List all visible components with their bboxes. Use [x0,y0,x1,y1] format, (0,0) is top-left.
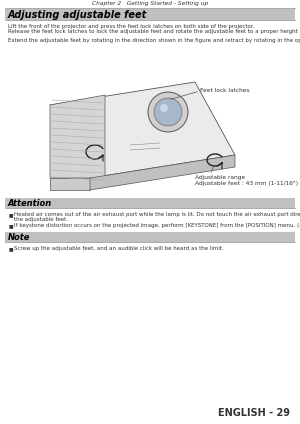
Text: Chapter 2   Getting Started - Setting up: Chapter 2 Getting Started - Setting up [92,0,208,6]
Text: Adjustable range: Adjustable range [195,175,245,180]
Text: Lift the front of the projector and press the feet lock latches on both side of : Lift the front of the projector and pres… [8,24,254,29]
Circle shape [160,104,168,112]
Text: If keystone distortion occurs on the projected image, perform [KEYSTONE] from th: If keystone distortion occurs on the pro… [14,223,300,228]
Text: Note: Note [8,232,30,242]
Polygon shape [50,82,235,178]
Text: Release the feet lock latches to lock the adjustable feet and rotate the adjusta: Release the feet lock latches to lock th… [8,29,300,34]
Bar [5,9,295,20]
Text: ■: ■ [9,246,14,251]
Circle shape [154,98,182,126]
Circle shape [148,92,188,132]
Polygon shape [90,155,235,190]
Text: Attention: Attention [8,198,52,207]
Text: Screw up the adjustable feet, and an audible click will be heard as the limit.: Screw up the adjustable feet, and an aud… [14,246,224,251]
Text: Heated air comes out of the air exhaust port while the lamp is lit. Do not touch: Heated air comes out of the air exhaust … [14,212,300,217]
Text: Feet lock latches: Feet lock latches [200,87,250,92]
Bar [5,198,295,208]
Text: ■: ■ [9,212,14,217]
Text: ENGLISH - 29: ENGLISH - 29 [218,408,290,418]
Polygon shape [50,178,90,190]
Text: Adjustable feet : 43 mm (1-11/16"): Adjustable feet : 43 mm (1-11/16") [195,181,298,186]
Text: the adjustable feet.: the adjustable feet. [14,217,68,222]
Polygon shape [50,95,105,178]
Text: ■: ■ [9,223,14,228]
Bar [5,232,295,242]
Text: Extend the adjustable feet by rotating in the direction shown in the figure and : Extend the adjustable feet by rotating i… [8,38,300,43]
Text: Adjusting adjustable feet: Adjusting adjustable feet [8,9,147,20]
